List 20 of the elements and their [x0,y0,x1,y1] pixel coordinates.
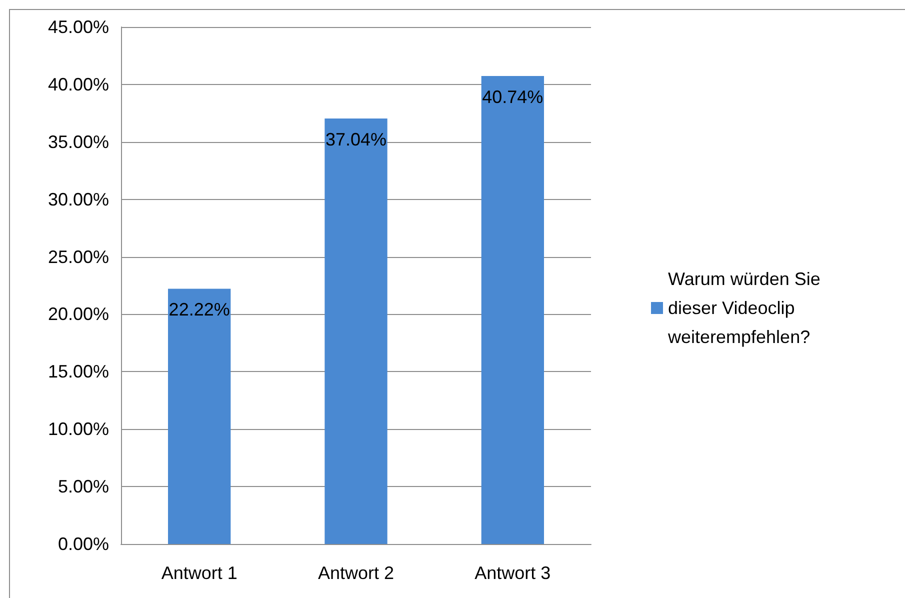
x-tick-label: Antwort 3 [474,563,551,583]
data-label: 22.22% [168,300,230,320]
y-tick-label: 45.00% [48,17,109,37]
y-tick-label: 40.00% [48,74,109,94]
y-tick-label: 5.00% [58,476,109,497]
data-label: 40.74% [482,86,544,107]
y-tick-label: 20.00% [48,304,109,324]
x-tick-label: Antwort 2 [318,563,394,583]
y-tick-label: 30.00% [48,189,109,210]
y-tick-label: 35.00% [48,132,109,152]
legend-label: Warum würden Sie dieser Videoclip weiterempfehlen? [667,269,826,347]
y-tick-label: 15.00% [48,362,109,382]
bar [324,118,388,544]
y-tick-label: 10.00% [48,419,109,440]
x-tick-label: Antwort 1 [161,563,238,583]
y-tick-label: 25.00% [48,246,109,267]
y-tick-label: 0.00% [58,534,109,554]
bar [481,76,544,544]
bar [168,288,231,544]
data-label: 37.04% [325,129,387,150]
